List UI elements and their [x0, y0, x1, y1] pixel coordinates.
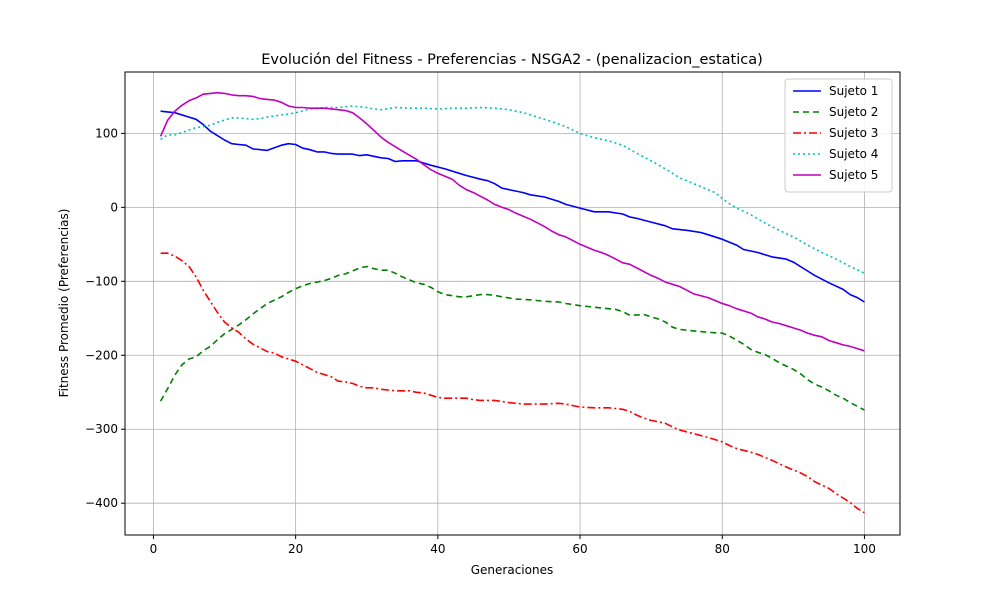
legend-label: Sujeto 5	[829, 168, 878, 182]
series-line-2	[159, 265, 865, 411]
series-line-4	[160, 105, 865, 274]
plot-frame	[124, 71, 901, 536]
legend-label: Sujeto 4	[829, 147, 878, 161]
x-tick-label: 80	[715, 542, 730, 556]
legend-box	[784, 78, 893, 193]
y-tick-label: 0	[110, 200, 118, 214]
y-tick-label: −100	[85, 274, 118, 288]
series-line-5	[159, 91, 865, 352]
y-tick-label: −300	[85, 422, 118, 436]
series-layer	[159, 91, 865, 514]
series-line-3	[160, 252, 865, 514]
y-tick-label: 100	[95, 126, 118, 140]
x-axis: 0 20 40 60 80 100	[150, 535, 876, 556]
x-axis-label: Generaciones	[471, 563, 553, 577]
legend-label: Sujeto 2	[829, 105, 878, 119]
x-tick-label: 20	[288, 542, 303, 556]
legend-label: Sujeto 3	[829, 126, 878, 140]
legend: Sujeto 1 Sujeto 2 Sujeto 3 Sujeto 4 Sujeto 5	[784, 78, 893, 193]
x-tick-label: 0	[150, 542, 158, 556]
x-tick-label: 40	[430, 542, 445, 556]
series-line-1	[160, 110, 865, 303]
legend-label: Sujeto 1	[829, 84, 878, 98]
y-tick-label: −200	[85, 348, 118, 362]
chart-title: Evolución del Fitness - Preferencias - N…	[261, 52, 763, 68]
y-tick-label: −400	[85, 496, 118, 510]
grid	[125, 72, 900, 535]
x-tick-label: 60	[572, 542, 587, 556]
x-tick-label: 100	[853, 542, 876, 556]
y-axis-label: Fitness Promedio (Preferencias)	[57, 209, 71, 398]
y-axis: −400 −300 −200 −100 0 100	[85, 126, 125, 510]
